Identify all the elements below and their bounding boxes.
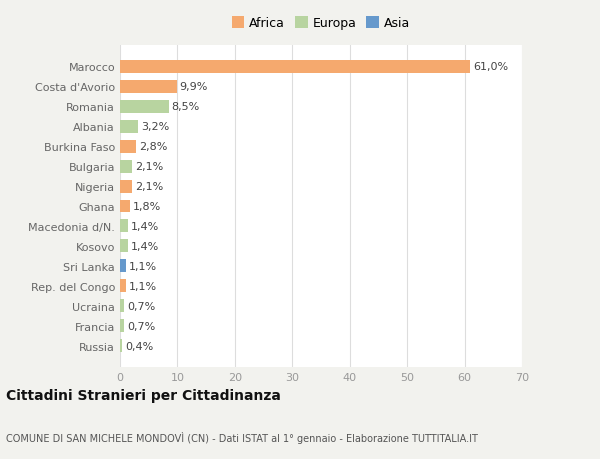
Bar (120, 160, 132, 173)
Bar (120, 61, 470, 73)
Bar (120, 140, 136, 153)
Bar (120, 180, 132, 193)
Text: 1,4%: 1,4% (131, 241, 159, 252)
Text: 3,2%: 3,2% (141, 122, 169, 132)
Text: 2,8%: 2,8% (139, 142, 167, 152)
Text: COMUNE DI SAN MICHELE MONDOVÌ (CN) - Dati ISTAT al 1° gennaio - Elaborazione TUT: COMUNE DI SAN MICHELE MONDOVÌ (CN) - Dat… (6, 431, 478, 442)
Text: 1,1%: 1,1% (129, 281, 157, 291)
Bar (120, 80, 177, 93)
Text: 9,9%: 9,9% (180, 82, 208, 92)
Bar (120, 300, 124, 313)
Legend: Africa, Europa, Asia: Africa, Europa, Asia (228, 14, 414, 34)
Bar (120, 220, 128, 233)
Text: 2,1%: 2,1% (135, 182, 163, 191)
Bar (120, 120, 139, 133)
Bar (120, 260, 127, 273)
Text: 1,8%: 1,8% (133, 202, 161, 212)
Bar (120, 340, 122, 353)
Text: 0,7%: 0,7% (127, 321, 155, 331)
Bar (120, 280, 127, 293)
Text: 2,1%: 2,1% (135, 162, 163, 172)
Bar (120, 200, 130, 213)
Text: Cittadini Stranieri per Cittadinanza: Cittadini Stranieri per Cittadinanza (6, 388, 281, 403)
Bar (120, 320, 124, 333)
Text: 61,0%: 61,0% (473, 62, 508, 72)
Bar (120, 240, 128, 253)
Text: 8,5%: 8,5% (172, 102, 200, 112)
Text: 1,4%: 1,4% (131, 222, 159, 231)
Text: 1,1%: 1,1% (129, 261, 157, 271)
Text: 0,4%: 0,4% (125, 341, 154, 351)
Bar (120, 101, 169, 113)
Text: 0,7%: 0,7% (127, 301, 155, 311)
